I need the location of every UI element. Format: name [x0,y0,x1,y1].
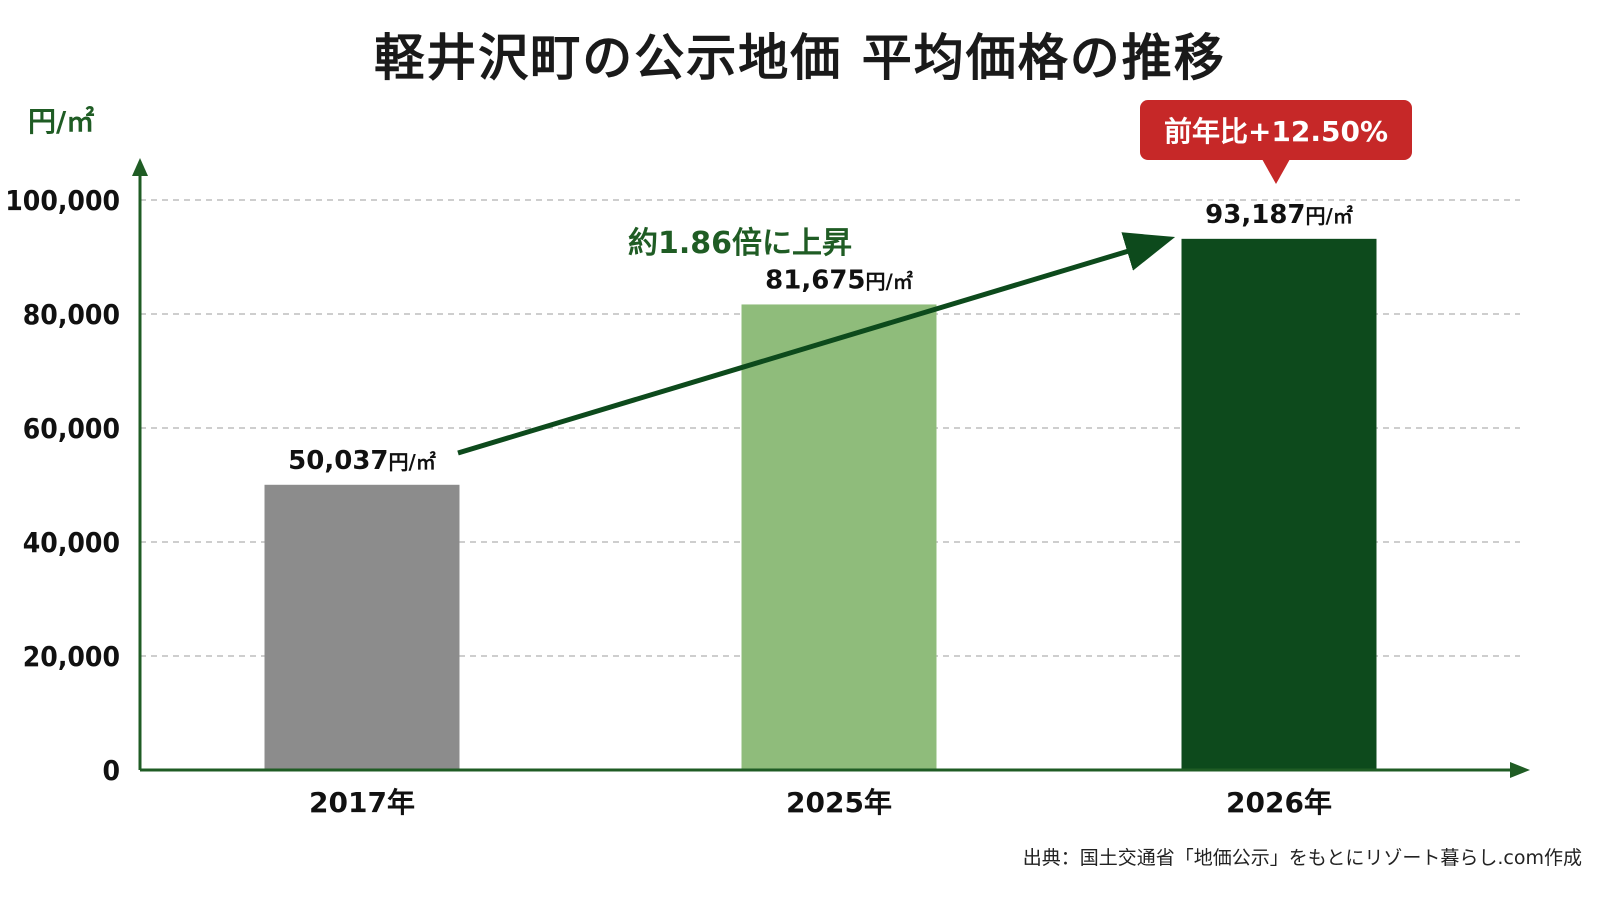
data-labels: 50,037円/㎡ 81,675円/㎡ 93,187円/㎡ [288,200,1353,476]
data-label: 50,037円/㎡ [288,446,436,476]
bar [741,304,937,770]
y-tick-label: 0 [102,754,120,787]
data-label-unit: 円/㎡ [866,269,913,293]
x-axis-arrow [1510,762,1530,778]
yoy-callout: 前年比+12.50% [1140,100,1412,184]
source-note: 出典：国土交通省「地価公示」をもとにリゾート暮らし.com作成 [1022,847,1582,869]
callout-pointer [1262,159,1290,184]
y-tick-label: 40,000 [23,526,120,559]
bar [1181,238,1377,770]
bar [264,484,460,770]
data-label: 81,675円/㎡ [765,265,913,295]
growth-arrow [457,232,1176,456]
y-tick-labels: 0 20,000 40,000 60,000 80,000 100,000 [5,184,120,787]
y-tick-label: 100,000 [5,184,120,217]
callout-box [1140,100,1412,160]
data-label-unit: 円/㎡ [1306,204,1353,228]
chart-title: 軽井沢町の公示地価 平均価格の推移 [374,29,1226,87]
x-tick-label: 2025年 [786,786,892,819]
bars [264,238,1377,770]
y-axis-arrow [132,158,148,176]
y-tick-label: 20,000 [23,640,120,673]
x-tick-label: 2026年 [1226,786,1332,819]
x-tick-labels: 2017年 2025年 2026年 [309,786,1332,819]
growth-annotation: 約1.86倍に上昇 [628,226,852,261]
callout-text: 前年比+12.50% [1164,115,1388,148]
y-tick-label: 80,000 [23,298,120,331]
y-tick-label: 60,000 [23,412,120,445]
y-axis-unit-label: 円/㎡ [28,105,95,138]
data-label-unit: 円/㎡ [389,450,436,474]
data-label: 93,187円/㎡ [1205,200,1353,230]
axes [132,158,1530,778]
x-tick-label: 2017年 [309,786,415,819]
